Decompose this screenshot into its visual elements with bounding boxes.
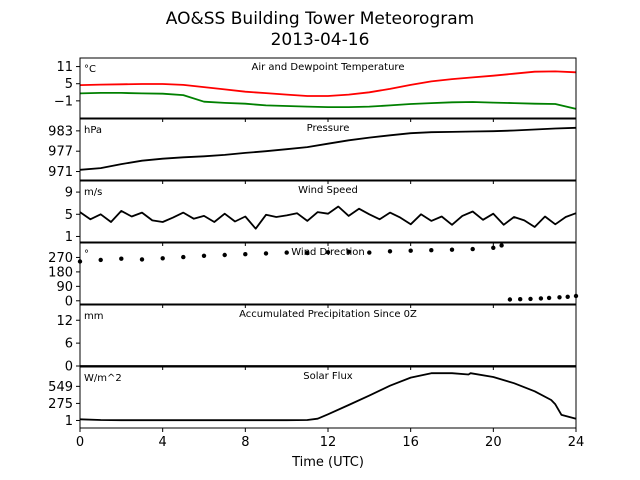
panel-4-point-15 bbox=[367, 250, 372, 255]
panel-5-title: Accumulated Precipitation Since 0Z bbox=[239, 309, 417, 320]
panel-4-point-13 bbox=[325, 250, 331, 255]
panel-1-ytick-label-1: 11 bbox=[56, 60, 73, 75]
panel-4-point-19 bbox=[449, 247, 455, 252]
panel-4-point-4 bbox=[139, 257, 145, 262]
panel-6-series-line-1 bbox=[79, 372, 577, 422]
panel-6-ytick-label-3: 1 bbox=[65, 414, 73, 429]
panel-1: 11 5 −1 °C Air and Dewpoint Temperature bbox=[54, 57, 577, 122]
panel-2-series-line-1 bbox=[79, 126, 577, 171]
panel-4-point-17 bbox=[408, 248, 413, 253]
panel-4-point-29 bbox=[565, 294, 570, 299]
panel-6-ytick-label-2: 275 bbox=[48, 397, 73, 412]
panel-2-ytick-label-2: 977 bbox=[48, 145, 73, 160]
panel-4-point-2 bbox=[98, 257, 103, 263]
panel-4-point-22 bbox=[499, 243, 504, 248]
panel-4-point-27 bbox=[546, 295, 552, 301]
panel-4-point-26 bbox=[538, 296, 544, 301]
panel-6-title: Solar Flux bbox=[303, 371, 353, 382]
panel-4-point-14 bbox=[346, 249, 351, 254]
panel-4-point-20 bbox=[470, 246, 475, 252]
panel-1-title: Air and Dewpoint Temperature bbox=[252, 62, 405, 73]
panel-4-point-6 bbox=[181, 254, 186, 260]
panel-1-series-line-1 bbox=[79, 70, 577, 97]
panel-3-ytick-label-2: 5 bbox=[65, 208, 73, 223]
panel-5-unit-label: mm bbox=[84, 311, 103, 322]
panel-2-unit-label: hPa bbox=[84, 125, 102, 136]
panel-4-ytick-label-4: 0 bbox=[65, 294, 73, 309]
panel-4-point-18 bbox=[429, 248, 434, 253]
panel-4-unit-label: ° bbox=[84, 249, 89, 260]
xtick-label-2: 4 bbox=[159, 435, 167, 450]
figure-title: AO&SS Building Tower Meteorogram bbox=[166, 9, 474, 29]
panel-4-point-21 bbox=[491, 245, 496, 250]
panel-4-title: Wind Direction bbox=[291, 247, 365, 258]
xtick-label-3: 8 bbox=[241, 435, 249, 450]
panel-4-point-10 bbox=[263, 251, 269, 256]
x-axis: 0 4 8 12 16 20 24 bbox=[76, 435, 584, 450]
panel-4-ytick-label-2: 180 bbox=[48, 265, 73, 280]
panel-5-ytick-label-2: 6 bbox=[65, 337, 73, 352]
panel-3: 9 5 1 m/s Wind Speed bbox=[65, 180, 577, 246]
panel-5: 12 6 0 mm Accumulated Precipitation Since 0Z bbox=[56, 304, 577, 375]
panel-4-point-24 bbox=[518, 297, 523, 302]
panel-4-point-11 bbox=[284, 250, 289, 255]
panel-4-point-9 bbox=[243, 252, 248, 257]
panel-4-ytick-label-1: 270 bbox=[48, 251, 73, 266]
panel-4-point-8 bbox=[222, 252, 227, 258]
panel-6-unit-label: W/m^2 bbox=[84, 373, 122, 384]
xtick-label-4: 12 bbox=[320, 435, 337, 450]
panel-6-ytick-label-1: 549 bbox=[48, 380, 73, 395]
panel-4-point-3 bbox=[119, 256, 124, 261]
panel-2-ytick-label-3: 971 bbox=[48, 165, 73, 180]
panel-4-point-16 bbox=[387, 249, 393, 254]
panel-5-ytick-label-3: 0 bbox=[65, 360, 73, 375]
panel-1-ytick-label-3: −1 bbox=[54, 94, 73, 109]
panel-4-point-12 bbox=[305, 250, 310, 256]
figure-subtitle: 2013-04-16 bbox=[271, 30, 370, 50]
panel-4-point-23 bbox=[507, 297, 513, 302]
panel-3-title: Wind Speed bbox=[298, 185, 358, 196]
panel-4-ytick-label-3: 90 bbox=[56, 280, 73, 295]
xtick-label-6: 20 bbox=[485, 435, 502, 450]
panel-1-series-line-2 bbox=[79, 92, 577, 110]
panel-5-ytick-label-1: 12 bbox=[56, 314, 73, 329]
panel-3-unit-label: m/s bbox=[84, 187, 102, 198]
xtick-label-7: 24 bbox=[568, 435, 585, 450]
panel-1-ytick-label-2: 5 bbox=[65, 77, 73, 92]
panel-2-ytick-label-1: 983 bbox=[48, 124, 73, 139]
panel-4-point-7 bbox=[201, 253, 207, 258]
panel-2: 983 977 971 hPa Pressure bbox=[48, 118, 577, 184]
panel-3-ytick-label-3: 1 bbox=[65, 230, 73, 245]
panel-1-unit-label: °C bbox=[84, 64, 96, 75]
panels: 115−1°C Air and Dewpoint Temperature98397… bbox=[48, 57, 579, 432]
panel-4-point-5 bbox=[160, 256, 165, 261]
panel-4-point-25 bbox=[528, 296, 533, 302]
panel-6: 549 275 1 W/m^2 Solar Flux bbox=[48, 366, 577, 432]
x-axis-label: Time (UTC) bbox=[291, 455, 364, 470]
panel-4-point-28 bbox=[557, 295, 562, 300]
xtick-label-5: 16 bbox=[402, 435, 419, 450]
panel-2-title: Pressure bbox=[307, 123, 350, 134]
panel-3-ytick-label-1: 9 bbox=[65, 186, 73, 201]
panel-3-series-line-1 bbox=[79, 205, 577, 230]
xtick-label-1: 0 bbox=[76, 435, 84, 450]
